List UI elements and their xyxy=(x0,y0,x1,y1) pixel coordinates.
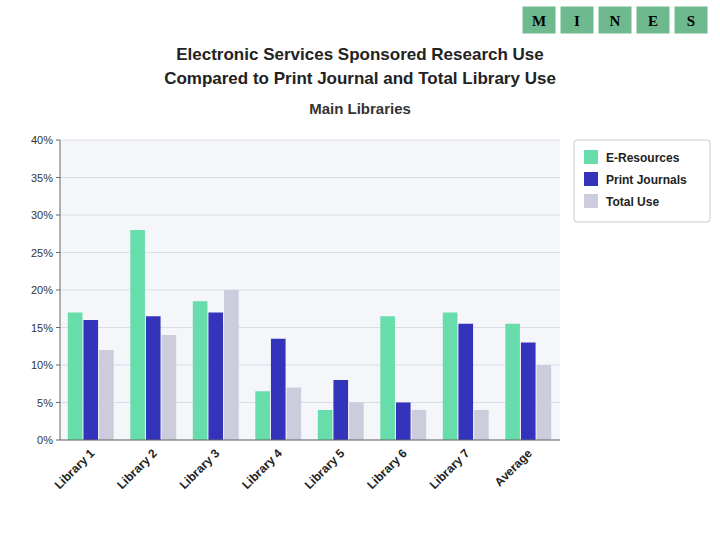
bars xyxy=(68,230,551,440)
title: Compared to Print Journal and Total Libr… xyxy=(164,69,556,88)
bar xyxy=(349,403,364,441)
bar xyxy=(505,324,520,440)
x-tick-label: Library 6 xyxy=(364,446,410,492)
y-tick xyxy=(56,365,60,366)
x-tick-label: Library 1 xyxy=(52,446,98,492)
y-tick-label: 5% xyxy=(37,397,53,409)
title: Electronic Services Sponsored Research U… xyxy=(176,45,544,64)
y-tick-label: 40% xyxy=(31,134,53,146)
bar xyxy=(521,343,536,441)
bar xyxy=(68,313,83,441)
bar xyxy=(396,403,411,441)
x-tick-label: Average xyxy=(492,446,535,489)
x-tick-label: Library 7 xyxy=(427,446,473,492)
bar xyxy=(146,316,161,440)
legend-swatch xyxy=(584,172,598,186)
y-tick xyxy=(56,440,60,441)
x-tick-label: Library 5 xyxy=(302,446,348,492)
y-tick xyxy=(56,327,60,328)
x-axis xyxy=(60,440,560,441)
legend-box xyxy=(574,140,710,222)
logo-letter: S xyxy=(687,13,695,29)
x-tick-label: Library 2 xyxy=(114,446,160,492)
y-tick-label: 30% xyxy=(31,209,53,221)
legend-swatch xyxy=(584,194,598,208)
bar xyxy=(412,410,427,440)
x-tick-label: Library 4 xyxy=(239,446,285,492)
legend-label: E-Resources xyxy=(606,151,680,165)
y-tick xyxy=(56,215,60,216)
logo-letter: I xyxy=(574,13,580,29)
logo-box xyxy=(674,6,708,34)
grid-line xyxy=(60,440,560,441)
y-tick xyxy=(56,177,60,178)
subtitle: Main Libraries xyxy=(309,100,411,117)
y-tick xyxy=(56,252,60,253)
bar xyxy=(318,410,333,440)
logo-box xyxy=(636,6,670,34)
y-tick-label: 20% xyxy=(31,284,53,296)
chart-container: M I N E S Electronic Services Sponsored Resea… xyxy=(0,0,720,540)
bar xyxy=(99,350,114,440)
x-tick-label: Library 3 xyxy=(177,446,223,492)
chart-svg: M I N E S Electronic Services Sponsored Resea… xyxy=(0,0,720,540)
bar xyxy=(537,365,552,440)
bar xyxy=(287,388,302,441)
bar xyxy=(443,313,458,441)
logo-letter: M xyxy=(532,13,546,29)
y-tick-label: 0% xyxy=(37,434,53,446)
logo-box xyxy=(598,6,632,34)
grid-line xyxy=(60,177,560,178)
y-tick xyxy=(56,140,60,141)
y-axis xyxy=(60,140,61,440)
legend-label: Total Use xyxy=(606,195,659,209)
grid-line xyxy=(60,215,560,216)
y-tick-label: 35% xyxy=(31,172,53,184)
bar xyxy=(255,391,270,440)
y-tick xyxy=(56,402,60,403)
y-tick-label: 25% xyxy=(31,247,53,259)
legend: E-Resources Print Journals Total Use xyxy=(574,140,710,222)
grid-line xyxy=(60,140,560,141)
plot-background xyxy=(60,140,560,440)
bar xyxy=(208,313,223,441)
bar xyxy=(271,339,286,440)
bar xyxy=(83,320,98,440)
y-tick-label: 10% xyxy=(31,359,53,371)
bar xyxy=(162,335,177,440)
logo-letter: N xyxy=(610,13,621,29)
y-tick-label: 15% xyxy=(31,322,53,334)
logo-letter: E xyxy=(648,13,658,29)
bar xyxy=(130,230,145,440)
bar xyxy=(474,410,489,440)
y-tick xyxy=(56,290,60,291)
bar xyxy=(458,324,473,440)
bar xyxy=(224,290,239,440)
bar xyxy=(380,316,395,440)
legend-label: Print Journals xyxy=(606,173,687,187)
bar xyxy=(333,380,348,440)
logo-box xyxy=(522,6,556,34)
logo-box xyxy=(560,6,594,34)
legend-swatch xyxy=(584,150,598,164)
bar xyxy=(193,301,208,440)
